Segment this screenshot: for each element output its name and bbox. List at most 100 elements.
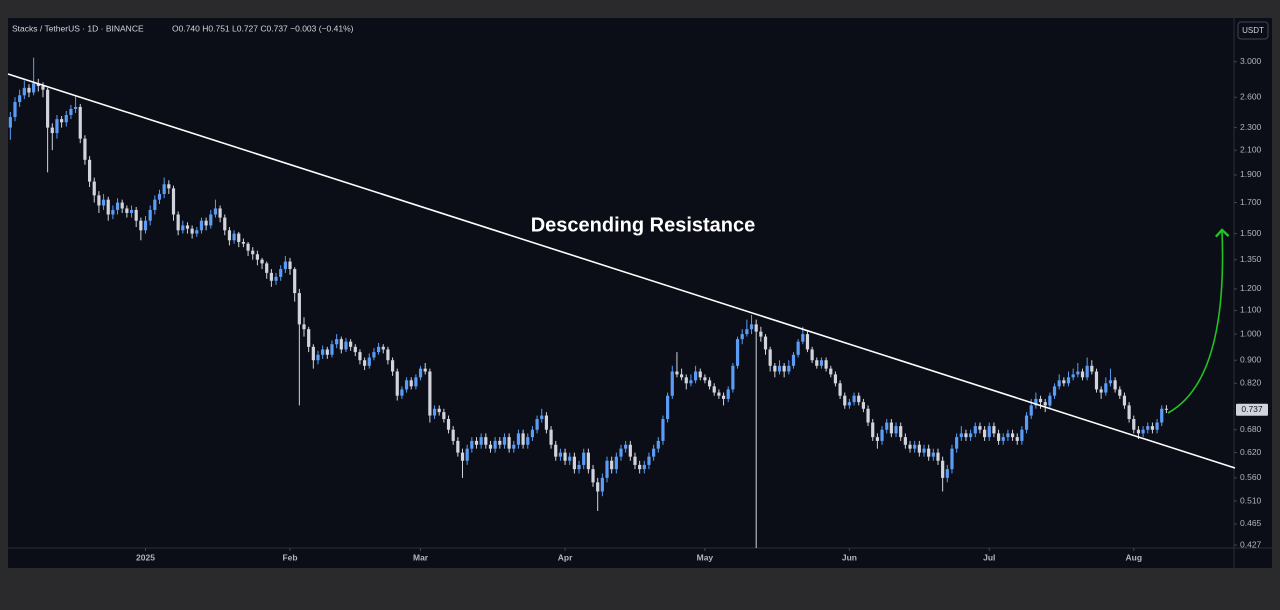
candle-body [787, 365, 791, 372]
candle-body [931, 452, 935, 457]
candle-body [349, 341, 353, 347]
candle-body [381, 346, 385, 350]
candle-body [992, 426, 996, 434]
candle-body [484, 437, 488, 445]
candle-body [777, 365, 782, 372]
candle-body [1015, 437, 1019, 441]
candle-body [1113, 380, 1117, 390]
candle-body [8, 117, 12, 128]
candle-body [693, 371, 698, 381]
candle-body [1062, 380, 1066, 384]
candle-body [13, 102, 17, 118]
candle-body [376, 346, 381, 353]
candle-body [269, 272, 273, 281]
candle-body [246, 243, 250, 251]
candle-body [516, 433, 521, 445]
candle-body [1001, 437, 1005, 441]
candle-body [1034, 398, 1038, 406]
y-tick-label: 1.100 [1240, 305, 1262, 315]
candle-body [1066, 377, 1071, 384]
candle-body [684, 377, 688, 384]
candle-body [488, 444, 493, 449]
candle-body [605, 460, 609, 478]
candle-body [903, 437, 907, 445]
candle-body [549, 429, 553, 445]
candle-body [474, 440, 479, 445]
candle-body [586, 452, 590, 470]
candle-body [1099, 389, 1103, 393]
x-tick-label: 2025 [136, 552, 155, 562]
candle-body [871, 422, 875, 438]
candle-body [633, 456, 637, 465]
candle-body [833, 374, 838, 384]
candle-body [153, 199, 157, 210]
currency-button-label: USDT [1242, 26, 1264, 35]
candle-body [358, 352, 362, 361]
candle-body [418, 368, 423, 378]
candle-body [111, 209, 115, 215]
candle-body [512, 444, 516, 449]
currency-button[interactable] [1237, 21, 1269, 40]
candle-body [321, 349, 325, 355]
candle-body [190, 228, 194, 234]
candle-body [1141, 429, 1145, 434]
candle-body [568, 456, 572, 461]
candle-body [624, 444, 628, 449]
candle-body [507, 437, 511, 449]
plot-area [8, 57, 1169, 548]
candle-body [885, 422, 889, 430]
candle-body [1076, 371, 1080, 375]
candle-body [861, 402, 866, 409]
candle-body [78, 106, 82, 139]
candle-body [73, 106, 78, 109]
candle-body [661, 419, 665, 441]
x-tick-label: Apr [558, 552, 573, 562]
candle-body [866, 408, 870, 423]
candle-body [274, 276, 278, 281]
candle-body [237, 233, 241, 242]
candle-body [199, 220, 204, 231]
x-tick-label: Aug [1126, 552, 1143, 562]
candle-body [460, 452, 465, 461]
candle-body [344, 341, 348, 350]
candle-body [157, 193, 162, 200]
candle-body [465, 448, 469, 461]
x-tick-label: Feb [282, 552, 297, 562]
candle-body [493, 440, 497, 449]
candle-body [316, 354, 320, 361]
candle-body [983, 429, 987, 438]
candle-body [255, 254, 259, 260]
candle-body [414, 377, 418, 387]
candle-body [689, 380, 693, 384]
candle-body [838, 383, 842, 396]
candle-body [204, 220, 208, 226]
candle-body [978, 426, 982, 430]
candle-body [936, 452, 940, 461]
candle-body [1127, 405, 1131, 420]
candle-body [712, 386, 716, 393]
annotation: Descending Resistance [531, 214, 756, 236]
x-tick-label: May [697, 552, 714, 562]
candle-body [922, 448, 926, 453]
y-tick-label: 2.100 [1240, 144, 1262, 154]
candle-body [498, 440, 502, 445]
candle-body [796, 341, 800, 355]
candle-body [97, 195, 101, 206]
candle-body [470, 440, 474, 449]
candle-body [530, 429, 535, 438]
candle-body [27, 87, 31, 93]
candle-body [600, 477, 604, 492]
candle-body [913, 444, 917, 449]
candle-body [185, 225, 190, 229]
y-tick-label: 2.600 [1240, 91, 1262, 101]
candle-body [423, 368, 427, 372]
candle-body [1038, 398, 1043, 403]
candle-body [36, 83, 40, 87]
candle-body [824, 360, 828, 369]
candle-body [283, 261, 287, 270]
candle-body [162, 184, 166, 194]
x-tick-label: Jul [983, 552, 995, 562]
candle-body [83, 138, 87, 160]
candle-body [1146, 426, 1150, 430]
